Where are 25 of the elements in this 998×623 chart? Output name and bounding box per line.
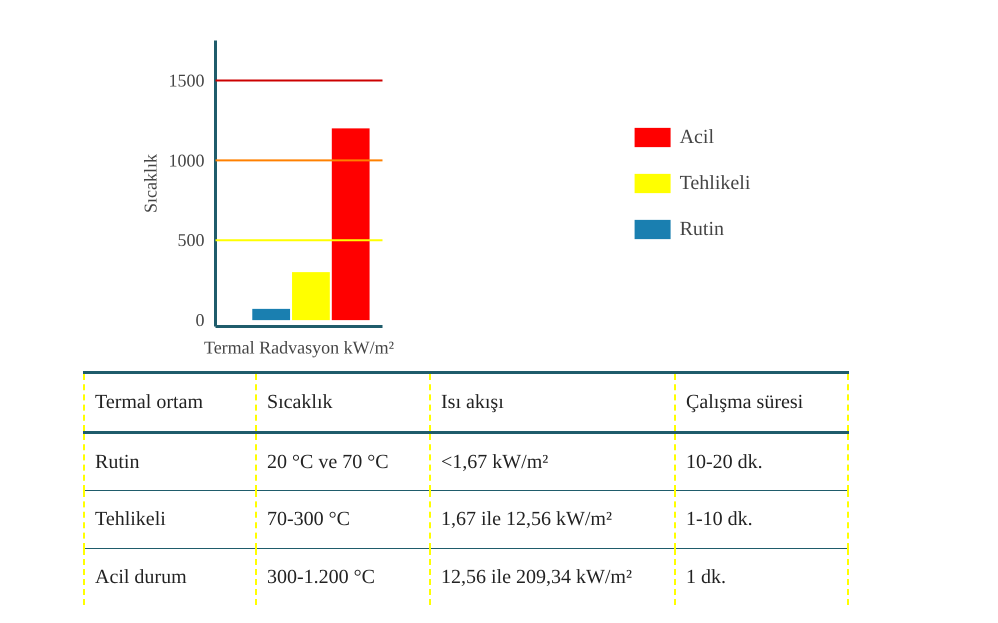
legend-label: Acil bbox=[680, 126, 714, 148]
text: 70-300 °C bbox=[256, 490, 430, 548]
legend-label: Tehlikeli bbox=[680, 172, 750, 194]
text: 300-1.200 °C bbox=[256, 548, 430, 606]
y-tick-label: 1000 bbox=[168, 150, 204, 170]
text: 10-20 dk. bbox=[675, 432, 848, 491]
text: 1,67 ile 12,56 kW/m² bbox=[430, 490, 675, 548]
y-tick-label: 1500 bbox=[168, 70, 204, 90]
text: 1-10 dk. bbox=[675, 490, 848, 548]
text: 1 dk. bbox=[675, 548, 848, 606]
text: Tehlikeli bbox=[84, 490, 256, 548]
y-axis-title: Sıcaklık bbox=[140, 154, 160, 213]
legend-label: Rutin bbox=[680, 218, 724, 240]
y-tick-label: 0 bbox=[196, 310, 204, 330]
text: Isı akışı bbox=[430, 372, 675, 432]
text: Termal ortam bbox=[84, 372, 256, 432]
x-axis-title: Termal Radvasyon kW/m² bbox=[204, 338, 394, 358]
text: 20 °C ve 70 °C bbox=[256, 432, 430, 491]
text: Acil durum bbox=[84, 548, 256, 606]
text: 12,56 ile 209,34 kW/m² bbox=[430, 548, 675, 606]
text: Rutin bbox=[84, 432, 256, 491]
text: Çalışma süresi bbox=[675, 372, 848, 432]
text: Sıcaklık bbox=[256, 372, 430, 432]
text: <1,67 kW/m² bbox=[430, 432, 675, 491]
y-tick-label: 500 bbox=[178, 230, 204, 250]
